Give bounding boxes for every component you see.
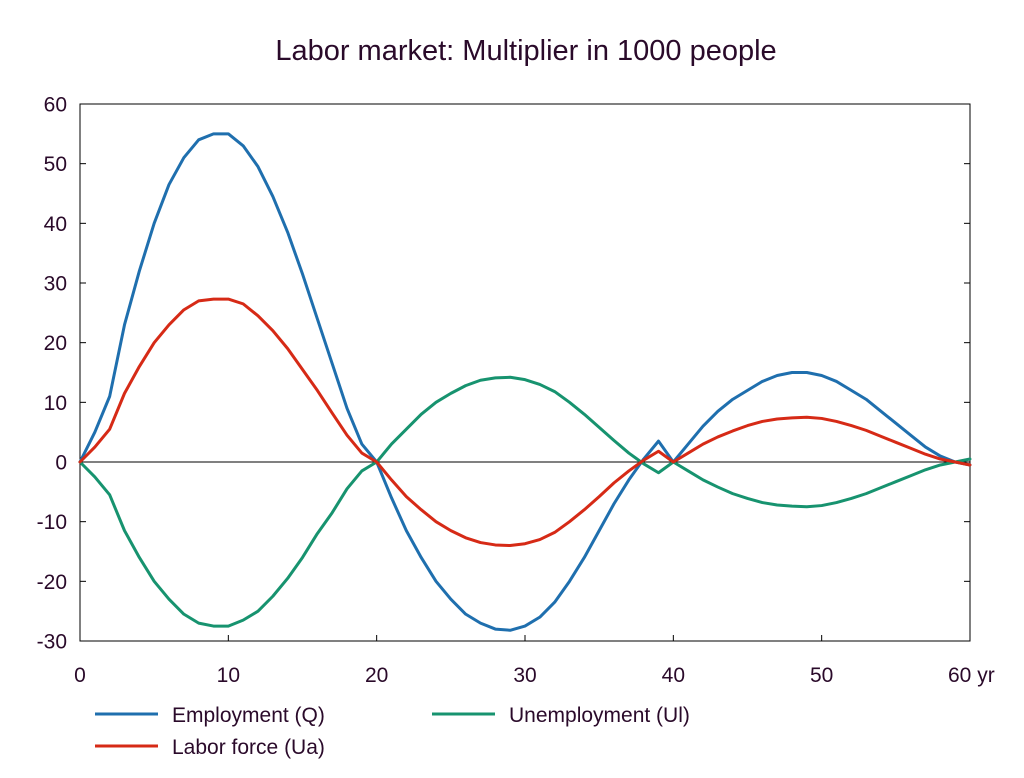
y-tick-label: 50	[44, 153, 67, 176]
y-tick-label: 40	[44, 213, 67, 236]
x-tick-label: 0	[74, 664, 86, 687]
y-tick-label: 10	[44, 392, 67, 415]
x-tick-label: 60 yr	[948, 664, 995, 687]
series-line-1	[78, 375, 972, 628]
plot-frame	[79, 103, 971, 642]
y-tick-label: -20	[37, 571, 67, 594]
y-tick-label: -10	[37, 511, 67, 534]
y-tick-label: 60	[44, 94, 67, 117]
legend-item-labor-force: Labor force (Ua)	[95, 736, 325, 759]
series-line-2	[78, 297, 972, 548]
y-tick-label: -30	[37, 631, 67, 654]
x-tick-label: 30	[513, 664, 536, 687]
legend-label-unemployment: Unemployment (Ul)	[509, 704, 690, 727]
y-axis: 60 50 40 30 20 10 0 -10 -20 -30	[37, 94, 970, 654]
legend: Employment (Q) Unemployment (Ul) Labor f…	[95, 704, 690, 759]
legend-item-employment: Employment (Q)	[95, 704, 325, 727]
x-tick-label: 20	[365, 664, 388, 687]
y-tick-label: 20	[44, 332, 67, 355]
x-tick-label: 10	[217, 664, 240, 687]
y-tick-label: 0	[55, 452, 67, 475]
x-tick-label: 50	[810, 664, 833, 687]
series-line-0	[78, 132, 972, 632]
legend-label-labor-force: Labor force (Ua)	[172, 736, 325, 759]
legend-item-unemployment: Unemployment (Ul)	[432, 704, 690, 727]
x-axis: 0 10 20 30 40 50 60 yr	[74, 635, 995, 687]
x-tick-label: 40	[662, 664, 685, 687]
y-tick-label: 30	[44, 273, 67, 296]
series-group	[78, 132, 972, 632]
chart-title: Labor market: Multiplier in 1000 people	[275, 35, 776, 67]
legend-label-employment: Employment (Q)	[172, 704, 325, 727]
